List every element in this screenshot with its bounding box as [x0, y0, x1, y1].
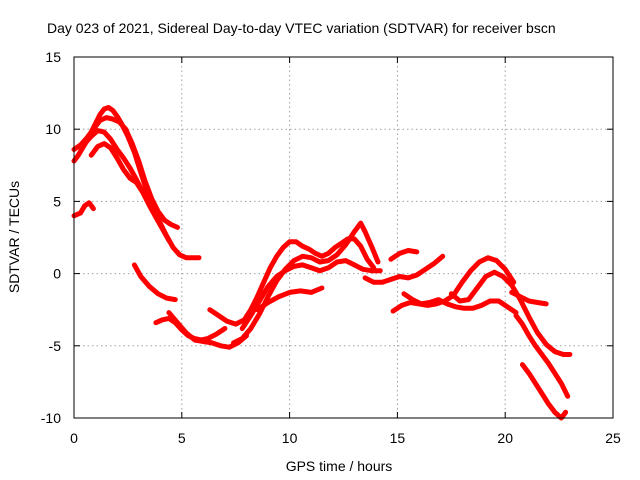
series-arc-18	[509, 289, 549, 307]
x-tick-label: 25	[605, 430, 621, 446]
grid-lines	[74, 57, 613, 418]
series-arc-14	[388, 248, 420, 262]
plot-frame	[73, 56, 614, 419]
axis-ticks	[73, 56, 614, 419]
series-arc-10	[231, 220, 381, 346]
x-tick-label: 20	[497, 430, 513, 446]
series-arc-4	[82, 128, 172, 243]
series-arc-19	[513, 313, 571, 399]
series-arc-3	[71, 115, 180, 230]
y-tick-label: 15	[45, 49, 61, 65]
y-tick-label: 10	[45, 121, 61, 137]
series-arc-20	[519, 362, 569, 421]
series-arc-11	[239, 258, 383, 331]
series-arc-13	[362, 253, 446, 285]
x-tick-label: 0	[70, 430, 78, 446]
tick-labels: 0 5 10 15 20 25 -10 -5 0 5 10 15	[41, 49, 621, 446]
x-tick-label: 5	[178, 430, 186, 446]
series-arc-5	[88, 141, 152, 207]
chart-title: Day 023 of 2021, Sidereal Day-to-day VTE…	[47, 20, 556, 36]
series-arc-9	[207, 236, 377, 327]
x-tick-label: 10	[282, 430, 298, 446]
y-axis-label: SDTVAR / TECUs	[6, 181, 22, 293]
series-group	[71, 105, 573, 421]
x-tick-label: 15	[390, 430, 406, 446]
series-arc-6	[131, 262, 178, 303]
y-tick-label: -5	[49, 338, 62, 354]
x-axis-label: GPS time / hours	[286, 458, 393, 474]
series-arc-1	[71, 200, 96, 219]
y-tick-label: 5	[53, 193, 61, 209]
series-arc-16	[401, 291, 519, 316]
y-tick-label: -10	[41, 410, 61, 426]
series-arc-17	[448, 269, 573, 357]
series-arc-12	[254, 285, 325, 313]
y-tick-label: 0	[53, 266, 61, 282]
